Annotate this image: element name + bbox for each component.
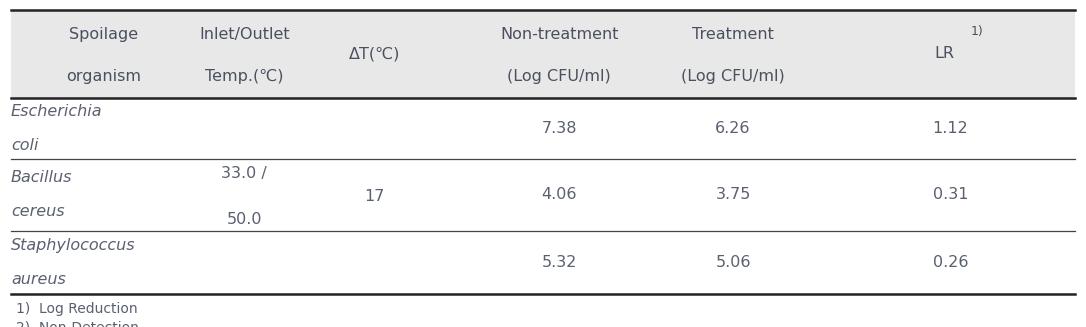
Text: 50.0: 50.0	[227, 212, 262, 227]
Text: Bacillus: Bacillus	[11, 170, 73, 185]
Text: 0.31: 0.31	[933, 187, 968, 202]
Text: (Log CFU/ml): (Log CFU/ml)	[681, 69, 785, 84]
Text: coli: coli	[11, 138, 38, 153]
Text: 6.26: 6.26	[716, 121, 750, 136]
Text: Treatment: Treatment	[692, 27, 774, 42]
Text: 33.0 /: 33.0 /	[222, 166, 267, 181]
Text: ΔT(℃): ΔT(℃)	[349, 46, 401, 61]
Text: (Log CFU/ml): (Log CFU/ml)	[507, 69, 611, 84]
Text: Temp.(℃): Temp.(℃)	[205, 69, 283, 84]
Text: 0.26: 0.26	[933, 255, 968, 270]
Text: Escherichia: Escherichia	[11, 104, 102, 119]
Text: Spoilage: Spoilage	[68, 27, 138, 42]
Text: aureus: aureus	[11, 272, 66, 287]
Text: 7.38: 7.38	[542, 121, 577, 136]
Text: 1): 1)	[971, 25, 984, 38]
Text: 1)  Log Reduction: 1) Log Reduction	[16, 302, 138, 317]
Text: LR: LR	[935, 46, 955, 61]
Bar	[11, 10, 1075, 98]
Text: 1.12: 1.12	[933, 121, 968, 136]
Text: Non-treatment: Non-treatment	[500, 27, 619, 42]
Text: 17: 17	[365, 189, 384, 204]
Text: Inlet/Outlet: Inlet/Outlet	[199, 27, 290, 42]
Text: organism: organism	[65, 69, 141, 84]
Text: 4.06: 4.06	[542, 187, 577, 202]
Text: cereus: cereus	[11, 204, 64, 219]
Text: 3.75: 3.75	[716, 187, 750, 202]
Text: 5.32: 5.32	[542, 255, 577, 270]
Text: Staphylococcus: Staphylococcus	[11, 238, 136, 253]
Text: 5.06: 5.06	[716, 255, 750, 270]
Text: 2)  Non-Detection: 2) Non-Detection	[16, 320, 139, 327]
